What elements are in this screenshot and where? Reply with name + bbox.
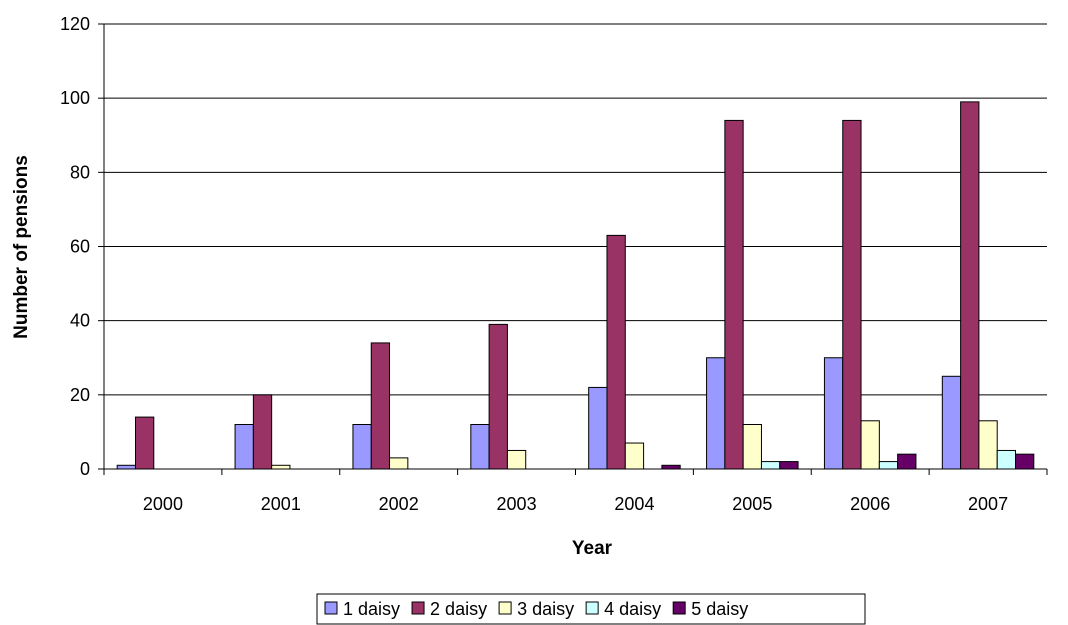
legend-swatch [498, 601, 512, 615]
bar [978, 420, 998, 470]
legend-swatch [411, 601, 425, 615]
y-tick-label: 60 [70, 237, 90, 257]
grid-lines [104, 23, 1047, 396]
legend-swatch [672, 601, 686, 615]
x-axis-title: Year [572, 538, 613, 559]
legend-label: 5 daisy [691, 599, 748, 619]
bar [624, 442, 645, 470]
x-tick-label: 2006 [850, 494, 890, 514]
axes [98, 23, 1048, 475]
y-tick-label: 20 [70, 385, 90, 405]
y-tick-label: 100 [60, 88, 90, 108]
x-tick-label: 2004 [614, 494, 654, 514]
bar [470, 424, 490, 470]
y-tick-label: 40 [70, 311, 90, 331]
bar [661, 464, 681, 470]
x-tick-label: 2007 [968, 494, 1008, 514]
bar [234, 424, 254, 470]
bars [116, 101, 1035, 470]
legend-label: 3 daisy [517, 599, 574, 619]
x-tick-label: 2005 [732, 494, 772, 514]
bar [1015, 453, 1035, 470]
legend-label: 1 daisy [343, 599, 400, 619]
bar [352, 424, 372, 470]
legend-label: 4 daisy [604, 599, 661, 619]
bar [860, 420, 880, 470]
bar [779, 461, 799, 470]
bar [724, 119, 744, 470]
y-tick-labels: 0 20 40 60 80 100 120 [60, 14, 90, 479]
bar [941, 375, 962, 470]
bar [960, 101, 980, 470]
y-tick-label: 0 [80, 459, 90, 479]
legend-swatch [585, 601, 599, 615]
x-tick-label: 2000 [143, 494, 183, 514]
bar [116, 464, 136, 470]
bar [760, 461, 781, 470]
bar [389, 457, 409, 470]
bar [742, 424, 762, 470]
x-tick-labels: 2000 2001 2002 2003 2004 2005 2006 2007 [143, 494, 1008, 514]
x-tick-label: 2002 [379, 494, 419, 514]
bar [588, 386, 608, 470]
bar [878, 461, 899, 470]
bar [706, 357, 726, 470]
bar [370, 342, 391, 470]
legend: 1 daisy 2 daisy 3 daisy 4 daisy 5 daisy [316, 593, 866, 625]
bar [842, 119, 862, 470]
y-tick-label: 120 [60, 14, 90, 34]
bar [996, 449, 1017, 470]
bar [271, 464, 291, 470]
bar [606, 234, 626, 470]
y-axis-title: Number of pensions [11, 155, 32, 339]
bar [506, 449, 527, 470]
x-tick-label: 2003 [497, 494, 537, 514]
x-tick-label: 2001 [261, 494, 301, 514]
bar [252, 394, 273, 470]
bar [134, 416, 155, 470]
legend-swatch [324, 601, 338, 615]
bar [488, 323, 508, 470]
legend-label: 2 daisy [430, 599, 487, 619]
bar [897, 453, 917, 470]
y-tick-label: 80 [70, 162, 90, 182]
bar [823, 357, 844, 470]
